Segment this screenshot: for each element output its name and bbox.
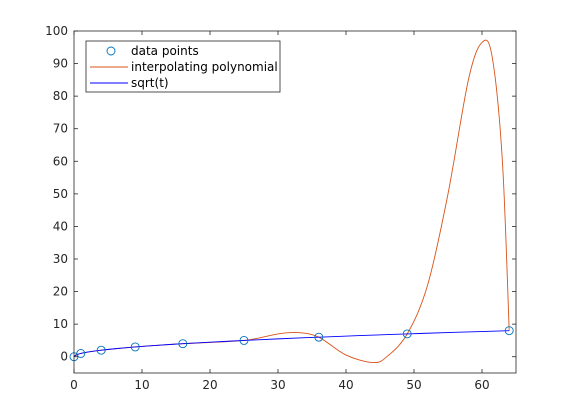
x-tick-label: 20 — [202, 378, 217, 392]
data-point-marker — [314, 332, 324, 342]
y-tick-label: 90 — [53, 57, 68, 71]
y-tick-label: 60 — [53, 154, 68, 168]
data-point-marker — [239, 335, 249, 345]
tick-layer: 0 10 20 30 40 50 60 0 10 20 30 40 50 60 70 80 90 100 — [45, 24, 516, 392]
legend-label-sqrt: sqrt(t) — [131, 76, 169, 90]
y-tick-label: 10 — [53, 317, 68, 331]
x-tick-label: 30 — [270, 378, 285, 392]
series-layer — [69, 39, 514, 364]
x-tick-label: 50 — [406, 378, 421, 392]
y-tick-label: 30 — [53, 252, 68, 266]
data-point-marker — [504, 326, 514, 336]
y-tick-label: 100 — [45, 24, 68, 38]
data-point-marker — [76, 349, 86, 358]
legend-marker-data-points — [106, 46, 116, 56]
x-tick-label: 10 — [134, 378, 149, 392]
legend-label-data-points: data points — [131, 44, 199, 58]
y-tick-label: 80 — [53, 89, 68, 103]
legend: data points interpolating polynomial sqr… — [85, 40, 281, 93]
data-point-marker — [130, 342, 140, 352]
data-point-marker — [96, 345, 106, 355]
y-tick-label: 50 — [53, 187, 68, 201]
legend-label-polynomial: interpolating polynomial — [131, 60, 278, 74]
x-tick-label: 60 — [474, 378, 489, 392]
y-tick-label: 0 — [60, 350, 68, 364]
y-tick-label: 70 — [53, 122, 68, 136]
x-tick-label: 0 — [70, 378, 78, 392]
x-tick-label: 40 — [338, 378, 353, 392]
y-tick-label: 20 — [53, 285, 68, 299]
data-point-marker — [402, 329, 412, 339]
y-tick-label: 40 — [53, 219, 68, 233]
axes-box — [73, 30, 517, 374]
legend-box — [85, 40, 281, 93]
data-point-marker — [178, 339, 188, 349]
